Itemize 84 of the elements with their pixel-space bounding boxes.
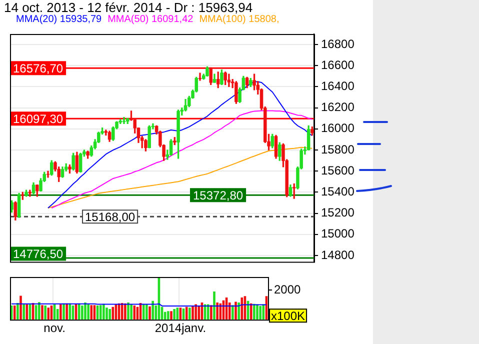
y-tick-label: 15000	[321, 226, 355, 241]
ref-line-label: 16097,30	[13, 112, 64, 126]
bar	[250, 303, 252, 320]
y-tick-label: 16000	[321, 121, 355, 136]
bar	[240, 297, 244, 320]
bar	[124, 303, 126, 320]
bar	[216, 302, 218, 320]
bar	[16, 302, 19, 320]
bar	[185, 306, 188, 320]
bar	[38, 302, 40, 320]
x-tick-label: 2014janv.	[154, 321, 206, 336]
bar	[60, 304, 62, 320]
y-tick-label: 15200	[321, 206, 355, 220]
bar	[130, 304, 132, 320]
bar	[133, 306, 136, 320]
bar	[213, 291, 216, 320]
bar	[232, 305, 234, 320]
bar	[152, 300, 154, 320]
text: 2000	[274, 282, 302, 296]
bar	[188, 308, 191, 320]
bar	[78, 303, 80, 320]
bar	[167, 311, 170, 320]
bar	[68, 303, 72, 320]
bar	[173, 308, 176, 320]
bar	[66, 303, 68, 320]
bar	[112, 306, 114, 320]
bar	[20, 296, 22, 320]
bar	[256, 304, 258, 320]
bar	[34, 305, 38, 320]
bar	[253, 304, 256, 320]
bar	[106, 308, 108, 320]
bar	[219, 303, 222, 320]
ref-line-label: 15168,00	[85, 210, 136, 224]
bar	[198, 306, 200, 320]
y-tick-label: 15800	[321, 142, 355, 156]
candlestick	[122, 116, 126, 124]
bar	[56, 308, 59, 320]
bar	[206, 304, 210, 320]
chart-title: 14 oct. 2013 - 12 févr. 2014 - Dr : 15963,94	[4, 0, 253, 15]
bar	[262, 304, 265, 320]
bar	[84, 302, 86, 320]
bar	[259, 306, 262, 320]
bar	[148, 306, 151, 320]
bar	[234, 302, 237, 320]
bar	[47, 308, 50, 320]
bar	[194, 304, 197, 320]
y-tick-label: 14800	[321, 248, 355, 262]
bar	[81, 306, 84, 320]
bar	[142, 304, 145, 320]
bar	[120, 302, 124, 320]
bar	[102, 304, 105, 320]
text: MMA(50) 16091,42	[108, 14, 194, 25]
text: MMA(20) 15935,79	[16, 14, 102, 25]
y-tick-label: 16800	[321, 36, 355, 51]
ref-line-label: 16576,70	[13, 61, 64, 76]
bar	[41, 305, 44, 320]
text: x100K	[271, 308, 306, 323]
bar	[90, 305, 93, 320]
bar	[22, 304, 25, 320]
bar	[127, 302, 130, 320]
y-tick-label: 15600	[321, 163, 355, 178]
text: MMA(100) 15808,	[199, 14, 280, 25]
bar	[192, 306, 194, 320]
x-tick-label: nov.	[44, 321, 66, 336]
bar	[62, 303, 65, 320]
bar	[238, 302, 240, 320]
bar	[13, 306, 16, 320]
y-tick-label: 16200	[321, 100, 355, 114]
bar	[44, 306, 46, 320]
bar	[87, 304, 90, 320]
bar	[170, 311, 172, 320]
ref-line-label: 15372,80	[193, 188, 244, 202]
bar	[146, 304, 148, 320]
bar	[210, 305, 212, 320]
bar	[108, 308, 111, 320]
bar	[176, 308, 179, 320]
candlestick	[198, 72, 202, 81]
y-tick-label: 16600	[321, 58, 355, 72]
candlestick	[227, 74, 231, 88]
bar	[26, 304, 28, 320]
bar	[99, 305, 102, 320]
y-tick-label: 16400	[321, 79, 355, 94]
y-tick-label: 15400	[321, 184, 355, 199]
ref-line-label: 14776,50	[13, 247, 64, 262]
